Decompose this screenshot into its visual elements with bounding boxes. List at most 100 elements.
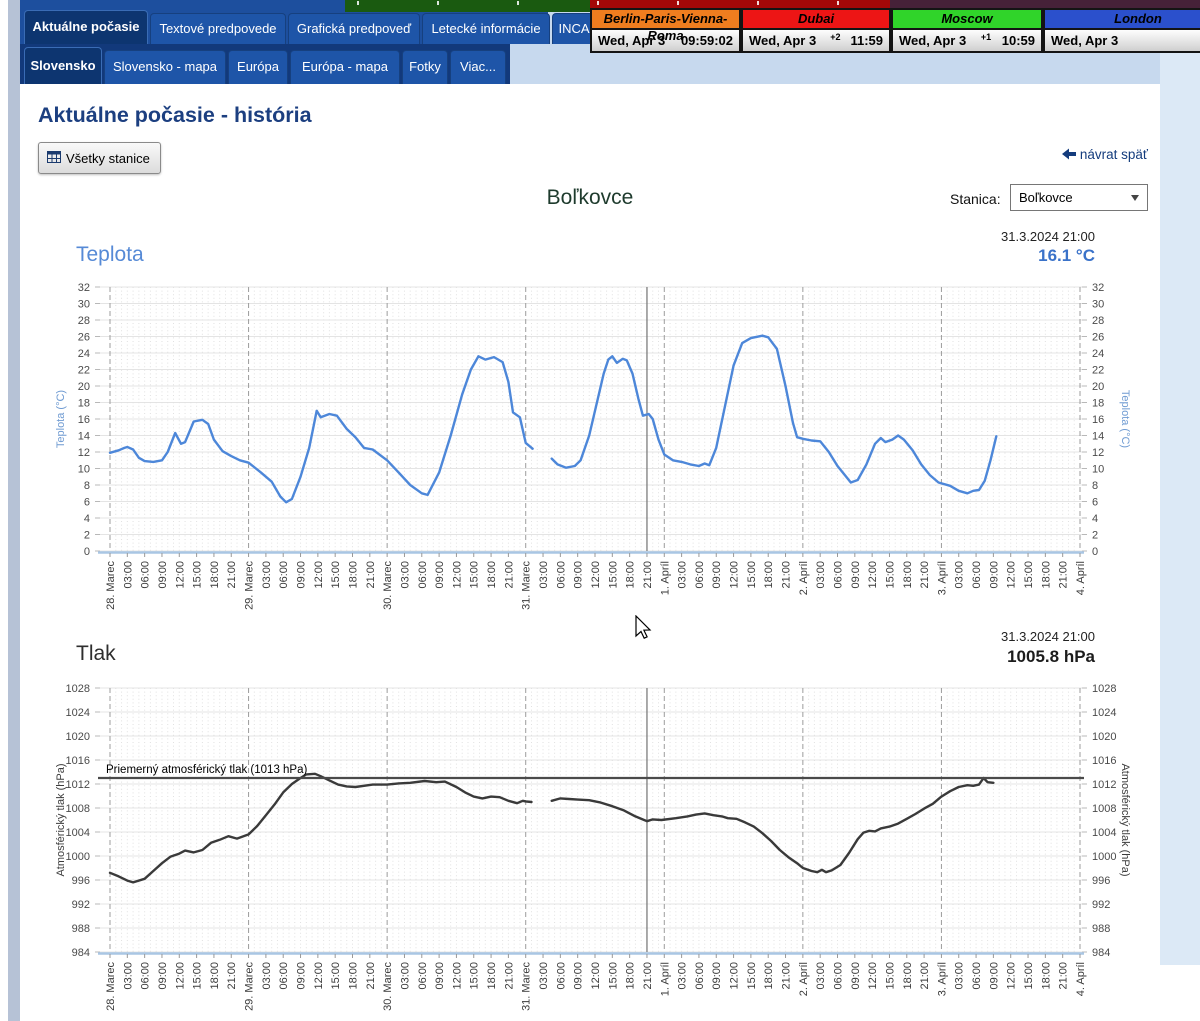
station-selector-label: Stanica: xyxy=(950,191,1001,207)
x-axis-label: 21:00 xyxy=(226,561,238,589)
mean-pressure-label: Priemerný atmosférický tlak (1013 hPa) xyxy=(106,764,307,776)
x-axis-label: 31. Marec xyxy=(521,561,533,610)
tab-slovensko-mapa[interactable]: Slovensko - mapa xyxy=(104,50,226,84)
x-axis-label: 06:00 xyxy=(971,561,983,589)
station-select[interactable]: Boľkovce xyxy=(1010,184,1148,211)
x-axis-label: 03:00 xyxy=(677,561,689,589)
x-axis-label: 21:00 xyxy=(919,962,931,990)
tab-aktu-lne-po-asie[interactable]: Aktuálne počasie xyxy=(24,10,148,44)
tab-viac[interactable]: Viac... xyxy=(450,50,506,84)
pressure-reading-time: 31.3.2024 21:00 xyxy=(1001,629,1095,644)
tab-slovensko[interactable]: Slovensko xyxy=(24,47,102,84)
pressure-curve xyxy=(108,772,995,884)
y-axis-label-right: 984 xyxy=(1092,947,1110,959)
y-axis-label-right: 20 xyxy=(1092,381,1104,393)
y-axis-label-right: 1020 xyxy=(1092,731,1116,743)
clock-london: London Wed, Apr 3 xyxy=(1043,8,1200,53)
tab-textov-predpovede[interactable]: Textové predpovede xyxy=(150,13,286,44)
clock-time: 09:59:02 xyxy=(680,33,733,48)
x-axis-label: 06:00 xyxy=(555,561,567,589)
y-axis-label-left: 24 xyxy=(78,348,90,360)
x-axis-label: 12:00 xyxy=(867,561,879,589)
x-axis-label: 09:00 xyxy=(573,962,585,990)
x-axis-label: 03:00 xyxy=(954,962,966,990)
x-axis-label: 30. Marec xyxy=(382,962,394,1011)
y-axis-label-right: 1004 xyxy=(1092,827,1116,839)
clock-date: Wed, Apr 3 xyxy=(598,33,666,48)
x-axis-label: 03:00 xyxy=(399,561,411,589)
x-axis-label: 29. Marec xyxy=(244,962,256,1011)
x-axis-label: 06:00 xyxy=(832,561,844,589)
y-axis-label-right: 10 xyxy=(1092,464,1104,476)
x-axis-label: 18:00 xyxy=(625,561,637,589)
y-axis-label-left: 8 xyxy=(84,480,90,492)
x-axis-label: 12:00 xyxy=(451,962,463,990)
x-axis-label: 2. Apríl xyxy=(798,561,810,595)
menu-separator-tick xyxy=(757,1,759,5)
x-axis-label: 21:00 xyxy=(365,962,377,990)
x-axis-label: 18:00 xyxy=(209,962,221,990)
clock-time-row: Wed, Apr 3 xyxy=(1043,29,1200,53)
tab-eur-pa[interactable]: Európa xyxy=(228,50,288,84)
y-axis-label-right: 32 xyxy=(1092,282,1104,294)
tab-fotky[interactable]: Fotky xyxy=(402,50,448,84)
x-axis-label: 4. Apríl xyxy=(1075,561,1087,595)
top-bar-segment xyxy=(345,0,590,12)
y-axis-label-left: 18 xyxy=(78,398,90,410)
x-axis-label: 12:00 xyxy=(174,561,186,589)
y-axis-label-right: 1016 xyxy=(1092,755,1116,767)
left-margin-strip xyxy=(8,0,20,1021)
y-axis-label-right: 28 xyxy=(1092,315,1104,327)
x-axis-label: 15:00 xyxy=(1023,962,1035,990)
y-axis-label-right: 1012 xyxy=(1092,779,1116,791)
x-axis-label: 03:00 xyxy=(815,561,827,589)
tab-leteck-inform-cie[interactable]: Letecké informácie xyxy=(422,13,550,44)
tab-inca[interactable]: INCA xyxy=(552,13,596,44)
menu-separator-tick xyxy=(597,1,599,5)
station-select-value: Boľkovce xyxy=(1019,190,1073,205)
menu-separator-tick xyxy=(437,1,439,5)
y-axis-label-left: 16 xyxy=(78,414,90,426)
clock-tz-offset: +1 xyxy=(980,31,992,42)
y-axis-title-right: Atmosférický tlak (hPa) xyxy=(1119,763,1131,876)
x-axis-label: 06:00 xyxy=(140,962,152,990)
x-axis-label: 06:00 xyxy=(417,962,429,990)
x-axis-label: 03:00 xyxy=(122,561,134,589)
x-axis-label: 12:00 xyxy=(174,962,186,990)
tab-grafick-predpove[interactable]: Grafická predpoveď xyxy=(288,13,420,44)
x-axis-label: 15:00 xyxy=(330,962,342,990)
y-axis-label-left: 6 xyxy=(84,497,90,509)
x-axis-label: 06:00 xyxy=(694,962,706,990)
x-axis-label: 12:00 xyxy=(1006,561,1018,589)
back-link[interactable]: návrat späť xyxy=(900,147,1148,162)
x-axis-label: 09:00 xyxy=(988,561,1000,589)
y-axis-label-right: 992 xyxy=(1092,899,1110,911)
all-stations-button[interactable]: Všetky stanice xyxy=(38,142,161,174)
clock-time-row: Wed, Apr 3 +2 11:59 xyxy=(741,29,891,53)
x-axis-label: 06:00 xyxy=(278,962,290,990)
y-axis-label-right: 2 xyxy=(1092,530,1098,542)
temperature-reading-time: 31.3.2024 21:00 xyxy=(1001,229,1095,244)
x-axis-label: 21:00 xyxy=(781,561,793,589)
mouse-cursor xyxy=(635,615,652,640)
clock-city-label: London xyxy=(1043,8,1200,29)
y-axis-label-right: 14 xyxy=(1092,431,1104,443)
y-axis-label-left: 0 xyxy=(84,546,90,558)
x-axis-label: 15:00 xyxy=(330,561,342,589)
station-title: Boľkovce xyxy=(546,186,634,209)
x-axis-label: 12:00 xyxy=(729,561,741,589)
x-axis-label: 21:00 xyxy=(642,962,654,990)
x-axis-label: 12:00 xyxy=(451,561,463,589)
x-axis-label: 12:00 xyxy=(313,962,325,990)
y-axis-label-right: 0 xyxy=(1092,546,1098,558)
x-axis-label: 12:00 xyxy=(590,561,602,589)
clock-tz-offset: +2 xyxy=(830,31,841,42)
tab-eur-pa-mapa[interactable]: Európa - mapa xyxy=(290,50,400,84)
y-axis-label-left: 4 xyxy=(84,513,90,525)
arrow-left-icon xyxy=(1061,148,1076,160)
y-axis-label-left: 988 xyxy=(72,923,90,935)
x-axis-label: 09:00 xyxy=(434,962,446,990)
pressure-chart[interactable]: 1028 1028 1024 1024 1020 1020 1016 1016 1012 1012… xyxy=(30,630,1170,1021)
x-axis-label: 2. Apríl xyxy=(798,962,810,996)
